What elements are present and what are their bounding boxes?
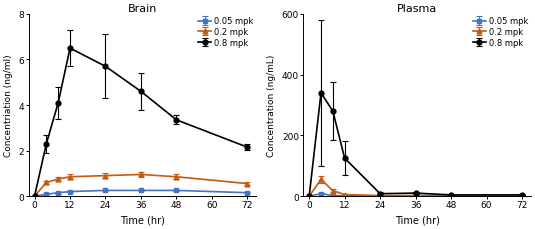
Legend: 0.05 mpk, 0.2 mpk, 0.8 mpk: 0.05 mpk, 0.2 mpk, 0.8 mpk — [472, 16, 529, 48]
Y-axis label: Concentration (ng/mL): Concentration (ng/mL) — [268, 55, 276, 157]
X-axis label: Time (hr): Time (hr) — [395, 215, 439, 225]
X-axis label: Time (hr): Time (hr) — [120, 215, 165, 225]
Title: Plasma: Plasma — [397, 4, 437, 14]
Y-axis label: Concentriation (ng/ml): Concentriation (ng/ml) — [4, 55, 13, 157]
Title: Brain: Brain — [128, 4, 157, 14]
Legend: 0.05 mpk, 0.2 mpk, 0.8 mpk: 0.05 mpk, 0.2 mpk, 0.8 mpk — [197, 16, 255, 48]
